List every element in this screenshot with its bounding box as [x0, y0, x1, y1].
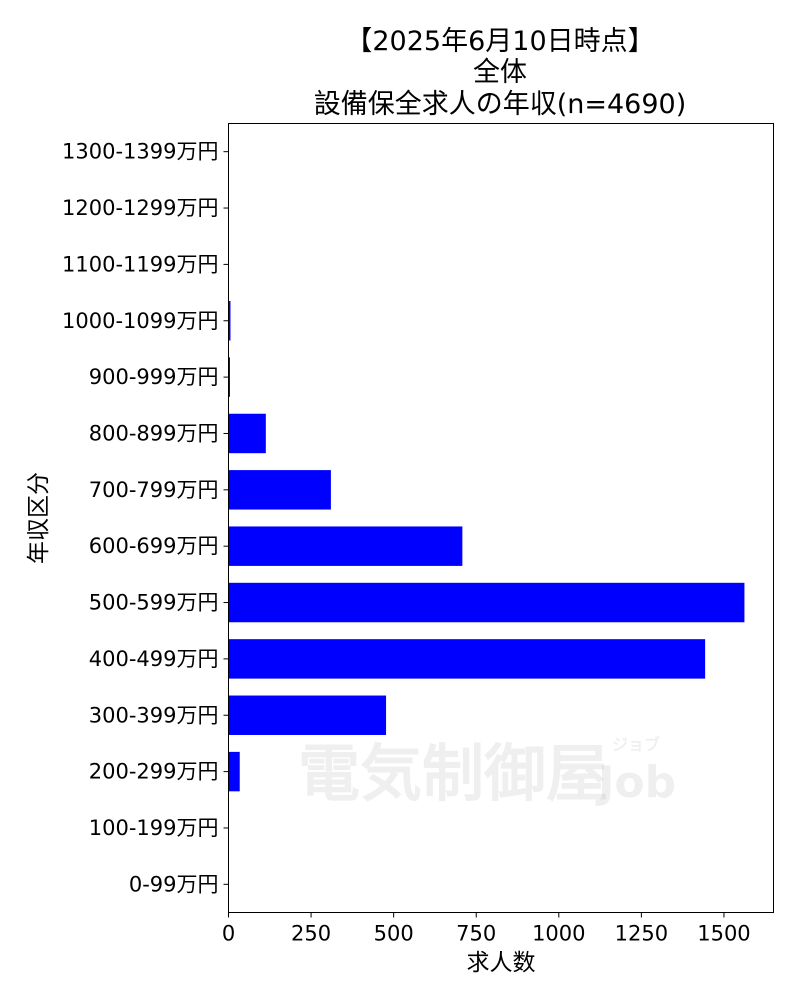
y-tick-label-3: 300-399万円 — [89, 703, 219, 727]
x-axis-ticks: 0 250 500 750 1000 1250 1500 — [222, 912, 751, 946]
y-tick-label-1: 100-199万円 — [89, 816, 219, 840]
watermark: 電気制御屋 Job ジョブ — [298, 735, 676, 810]
watermark-sub-en: Job — [595, 757, 676, 808]
x-tick-label-5: 1250 — [615, 922, 668, 946]
y-tick-label-7: 700-799万円 — [89, 478, 219, 502]
x-axis-label: 求人数 — [467, 950, 536, 976]
title-line-3: 設備保全求人の年収(n=4690) — [314, 89, 687, 120]
bar-5 — [228, 582, 745, 623]
bar-8 — [228, 413, 266, 454]
y-tick-label-10: 1000-1099万円 — [62, 309, 218, 333]
x-tick-label-2: 500 — [374, 922, 414, 946]
chart-title: 【2025年6月10日時点】 全体 設備保全求人の年収(n=4690) — [314, 26, 687, 120]
x-tick-label-3: 750 — [456, 922, 496, 946]
y-tick-label-6: 600-699万円 — [89, 534, 219, 558]
y-tick-label-12: 1200-1299万円 — [62, 196, 218, 220]
bar-7 — [228, 470, 331, 510]
x-tick-label-0: 0 — [222, 922, 235, 946]
y-tick-label-13: 1300-1399万円 — [62, 140, 218, 164]
y-axis-label: 年収区分 — [26, 472, 52, 564]
y-tick-label-8: 800-899万円 — [89, 421, 219, 445]
y-tick-label-2: 200-299万円 — [89, 760, 219, 784]
bar-10 — [228, 301, 231, 341]
watermark-main: 電気制御屋 — [298, 737, 608, 810]
bar-9 — [228, 357, 230, 397]
x-tick-label-4: 1000 — [532, 922, 585, 946]
bars — [228, 301, 745, 792]
y-tick-label-11: 1100-1199万円 — [62, 252, 218, 276]
x-tick-label-6: 1500 — [697, 922, 750, 946]
bar-3 — [228, 695, 387, 735]
title-line-2: 全体 — [473, 57, 527, 88]
plot-frame — [228, 123, 774, 913]
bar-2 — [228, 751, 240, 792]
y-tick-label-0: 0-99万円 — [129, 872, 219, 896]
bar-4 — [228, 639, 706, 679]
bar-6 — [228, 526, 463, 566]
y-tick-label-9: 900-999万円 — [89, 365, 219, 389]
watermark-sub-kana: ジョブ — [612, 735, 660, 754]
title-line-1: 【2025年6月10日時点】 — [345, 26, 654, 57]
y-axis-ticks: 0-99万円 100-199万円 200-299万円 300-399万円 400-499… — [62, 140, 229, 896]
y-tick-label-4: 400-499万円 — [89, 647, 219, 671]
x-tick-label-1: 250 — [291, 922, 331, 946]
y-tick-label-5: 500-599万円 — [89, 591, 219, 615]
